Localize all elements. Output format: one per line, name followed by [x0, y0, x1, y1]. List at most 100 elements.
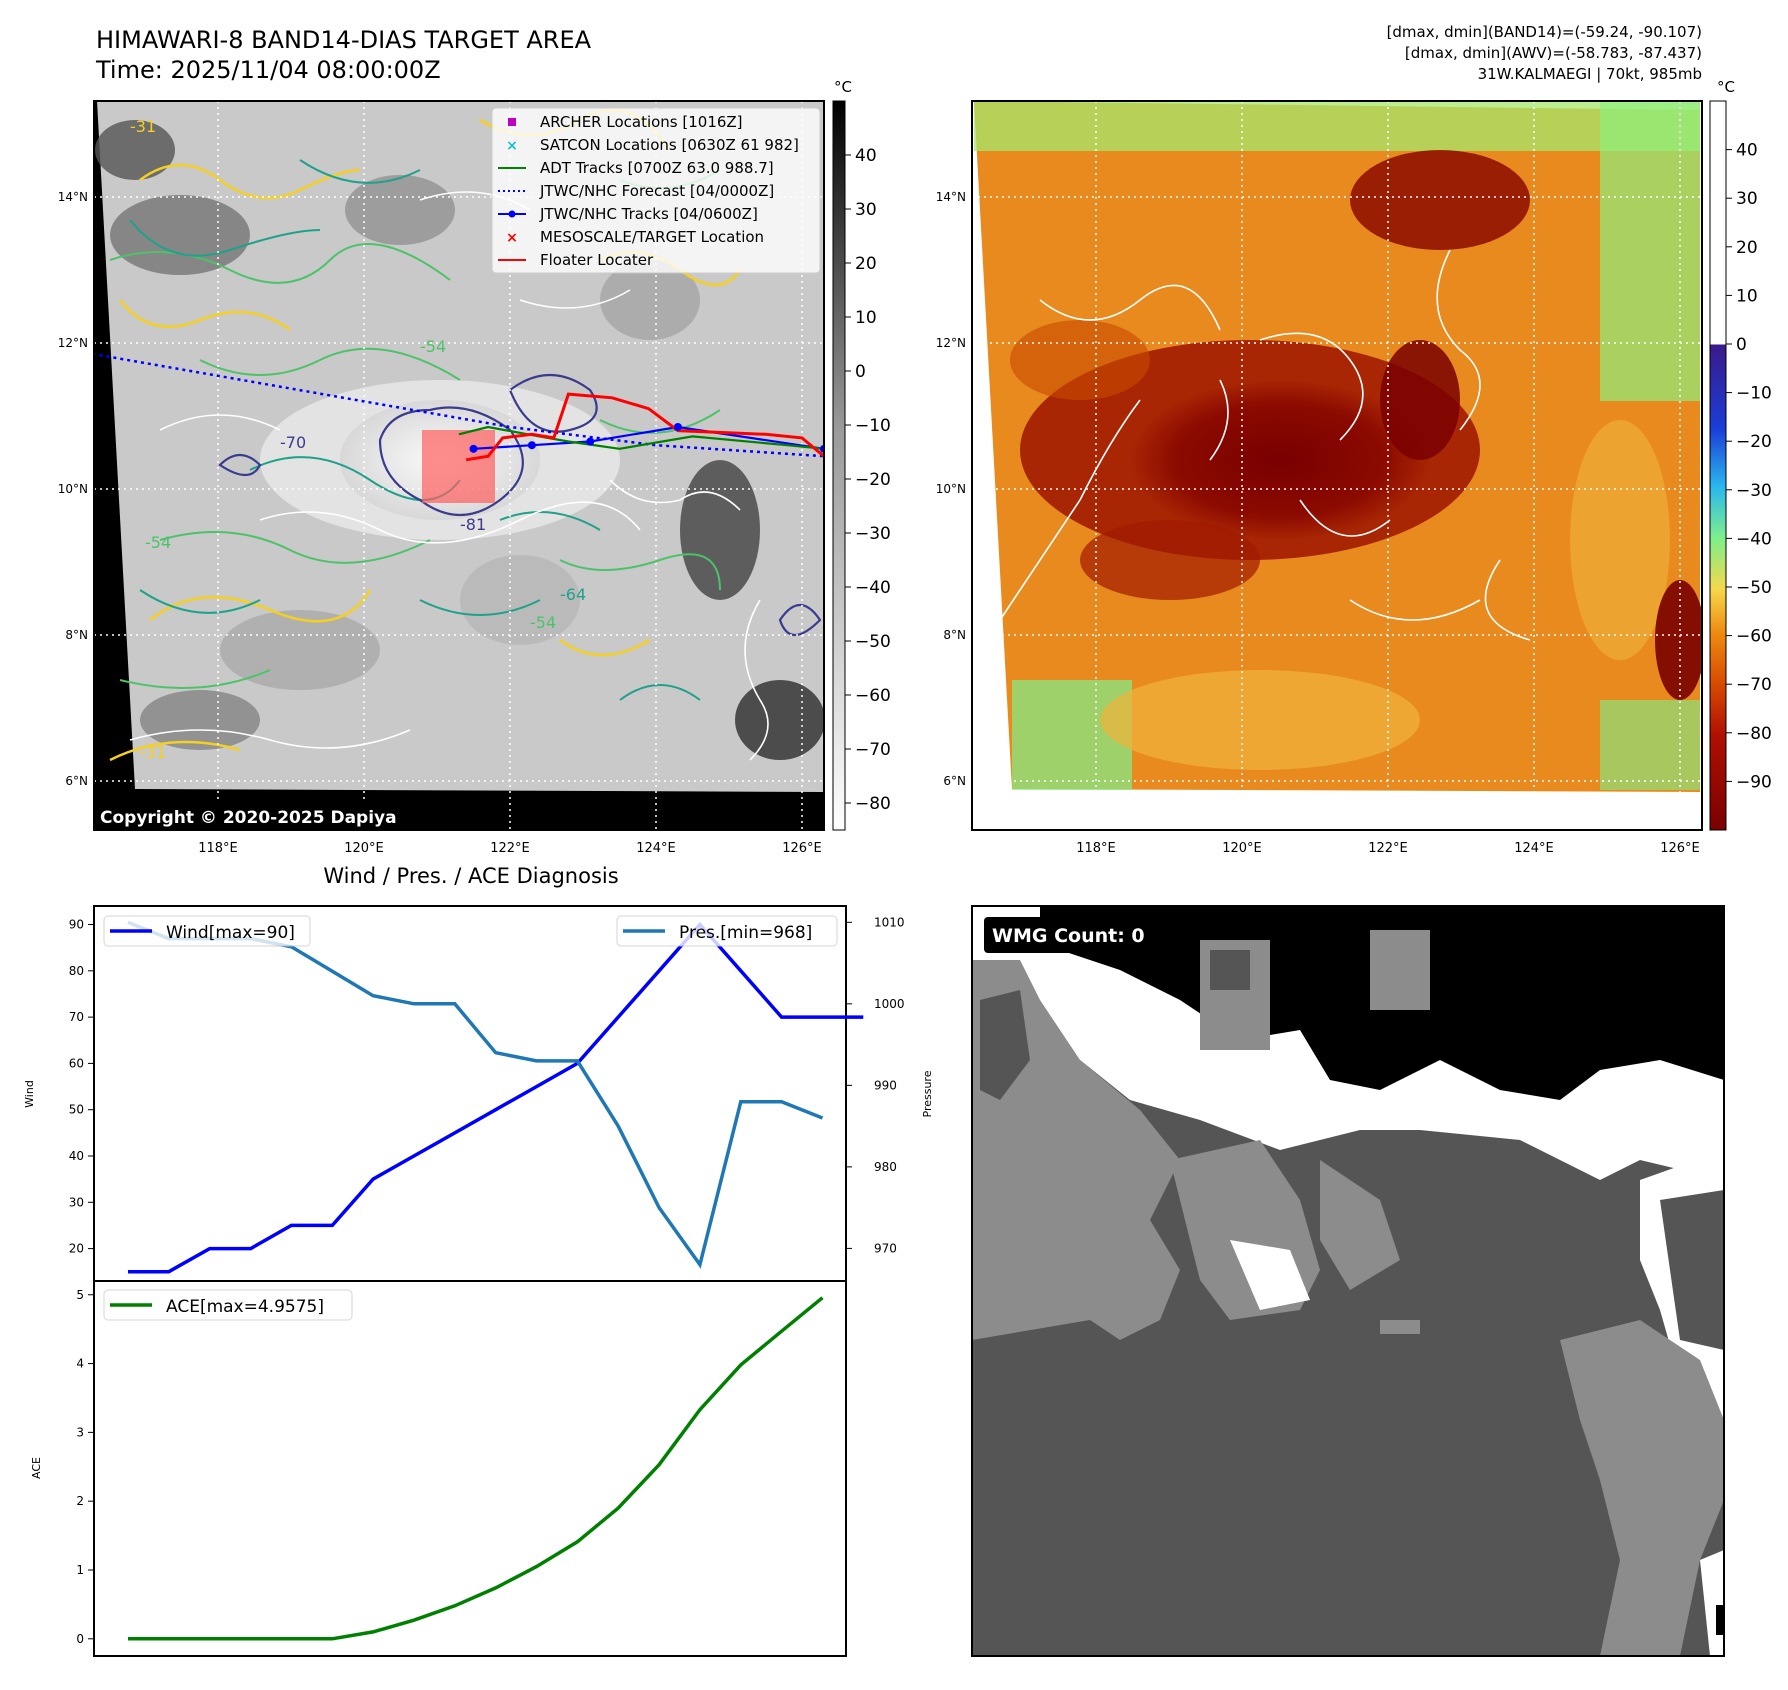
figure-title: HIMAWARI-8 BAND14-DIAS TARGET AREA [96, 26, 592, 54]
lon-tick-label: 120°E [344, 841, 384, 856]
jtwc-track-point [819, 444, 824, 453]
contour-label: -54 [420, 337, 446, 356]
lat-tick-label: 8°N [65, 628, 88, 642]
wind-pressure-panel: Wind / Pres. / ACE Diagnosis Wind Pressu… [23, 864, 934, 1282]
floater-locater-line [465, 392, 824, 462]
lat-tick-label: 6°N [65, 774, 88, 788]
colorbar-tick-label: −70 [855, 740, 891, 760]
info-band14: [dmax, dmin](BAND14)=(-59.24, -90.107) [1386, 23, 1702, 41]
lon-tick-label: 122°E [1368, 841, 1408, 856]
lon-tick-label: 124°E [636, 841, 676, 856]
wind-legend: Wind[max=90] [103, 915, 311, 947]
ace-legend: ACE[max=4.9575] [103, 1289, 353, 1321]
legend-label: JTWC/NHC Tracks [04/0600Z] [539, 205, 758, 223]
contour-navy [218, 373, 822, 637]
contour-label: -31 [130, 117, 156, 136]
map-gridlines-awv [972, 101, 1702, 830]
colorbar-tick-label: 30 [1736, 189, 1758, 209]
colorbar-tick-label: −10 [1736, 384, 1772, 404]
wind-axis-tick-label: 30 [69, 1195, 84, 1209]
ace-axis-tick-label: 2 [76, 1494, 84, 1508]
wmg-image [972, 906, 1724, 1656]
coastline-awv [999, 249, 1531, 641]
wind-axis-tick-label: 90 [69, 918, 84, 932]
lon-tick-label: 120°E [1222, 841, 1262, 856]
lat-tick-label: 10°N [936, 482, 966, 496]
colorbar-tick-label: 40 [1736, 141, 1758, 161]
contour-teal [129, 159, 701, 701]
wind-series-line [128, 921, 864, 1274]
colorbar-tick-label: −60 [855, 686, 891, 706]
awv-colorbar-unit: °C [1717, 78, 1735, 96]
pressure-axis-tick-label: 980 [874, 1160, 897, 1174]
ace-series-line [128, 1296, 824, 1641]
pressure-axis-tick-label: 990 [874, 1078, 897, 1092]
ir-colorbar-unit: °C [834, 78, 852, 96]
info-awv: [dmax, dmin](AWV)=(-58.783, -87.437) [1404, 44, 1702, 62]
info-storm: 31W.KALMAEGI | 70kt, 985mb [1477, 65, 1702, 83]
contour-label: -54 [530, 613, 556, 632]
colorbar-tick-label: 0 [1736, 335, 1747, 355]
lon-tick-label: 122°E [490, 841, 530, 856]
map-frame [93, 100, 825, 831]
wind-axis-tick-label: 20 [69, 1242, 84, 1256]
ace-axis-tick-label: 3 [76, 1425, 84, 1439]
legend-marker-square [508, 118, 516, 126]
colorbar-tick-label: −30 [855, 524, 891, 544]
awv-map-panel: 14°N 12°N 10°N 8°N 6°N 118°E 120°E 122°E 124°E 1… [936, 78, 1772, 856]
lon-tick-label: 126°E [1660, 841, 1700, 856]
pressure-ylabel: Pressure [921, 1070, 934, 1117]
legend-label: Floater Locater [540, 251, 654, 269]
lon-tick-label: 126°E [782, 841, 822, 856]
contour-label: -70 [280, 433, 306, 452]
colorbar-tick-label: 20 [1736, 238, 1758, 258]
wind-axes [93, 905, 847, 1282]
lat-tick-label: 8°N [943, 628, 966, 642]
lat-tick-label: 10°N [58, 482, 88, 496]
copyright-badge [94, 802, 408, 830]
adt-track-line [458, 425, 824, 450]
colorbar-tick-label: −40 [855, 578, 891, 598]
colorbar-tick-label: 10 [855, 308, 877, 328]
lat-tick-label: 14°N [58, 190, 88, 204]
jtwc-track-point [586, 437, 595, 446]
pressure-legend-label: Pres.[min=968] [679, 923, 812, 943]
pressure-axis-tick-label: 970 [874, 1241, 897, 1255]
colorbar-tick-label: −20 [1736, 432, 1772, 452]
colorbar-tick-label: 20 [855, 254, 877, 274]
pressure-legend: Pres.[min=968] [616, 915, 838, 947]
colorbar-tick-label: −90 [1736, 772, 1772, 792]
colorbar-tick-label: −70 [1736, 675, 1772, 695]
lat-tick-label: 6°N [943, 774, 966, 788]
awv-frame [971, 100, 1703, 831]
wind-axis-tick-label: 80 [69, 964, 84, 978]
ace-axis-tick-label: 5 [76, 1288, 84, 1302]
wmg-frame [971, 905, 1725, 1657]
figure-time: Time: 2025/11/04 08:00:00Z [96, 56, 441, 84]
colorbar-tick-label: −60 [1736, 627, 1772, 647]
ir-map-panel: -31 -31 -54 -54 -54 -70 -81 -64 ARCHER L… [58, 78, 891, 856]
ace-axis-tick-label: 4 [76, 1357, 84, 1371]
legend-marker-x: × [506, 138, 518, 154]
colorbar-tick-label: −20 [855, 470, 891, 490]
colorbar-tick-label: −30 [1736, 481, 1772, 501]
wmg-count-badge [984, 917, 1164, 953]
jtwc-track-point [527, 441, 536, 450]
lat-tick-label: 12°N [58, 336, 88, 350]
jtwc-track-point [673, 422, 682, 431]
awv-colorbar [1709, 100, 1727, 831]
colorbar-tick-label: 0 [855, 362, 866, 382]
lat-tick-label: 14°N [936, 190, 966, 204]
colorbar-tick-label: −80 [855, 794, 891, 814]
wmg-count-text: WMG Count: 0 [992, 925, 1145, 947]
colorbar-tick-label: 40 [855, 146, 877, 166]
legend-label: MESOSCALE/TARGET Location [540, 228, 764, 246]
lat-tick-label: 12°N [936, 336, 966, 350]
wind-legend-label: Wind[max=90] [166, 923, 295, 943]
colorbar-tick-label: −80 [1736, 724, 1772, 744]
colorbar-tick-label: −40 [1736, 529, 1772, 549]
ace-axis-tick-label: 0 [76, 1632, 84, 1646]
lon-tick-label: 118°E [198, 841, 238, 856]
legend-marker-x: × [506, 230, 518, 246]
ace-axes [93, 1280, 847, 1657]
